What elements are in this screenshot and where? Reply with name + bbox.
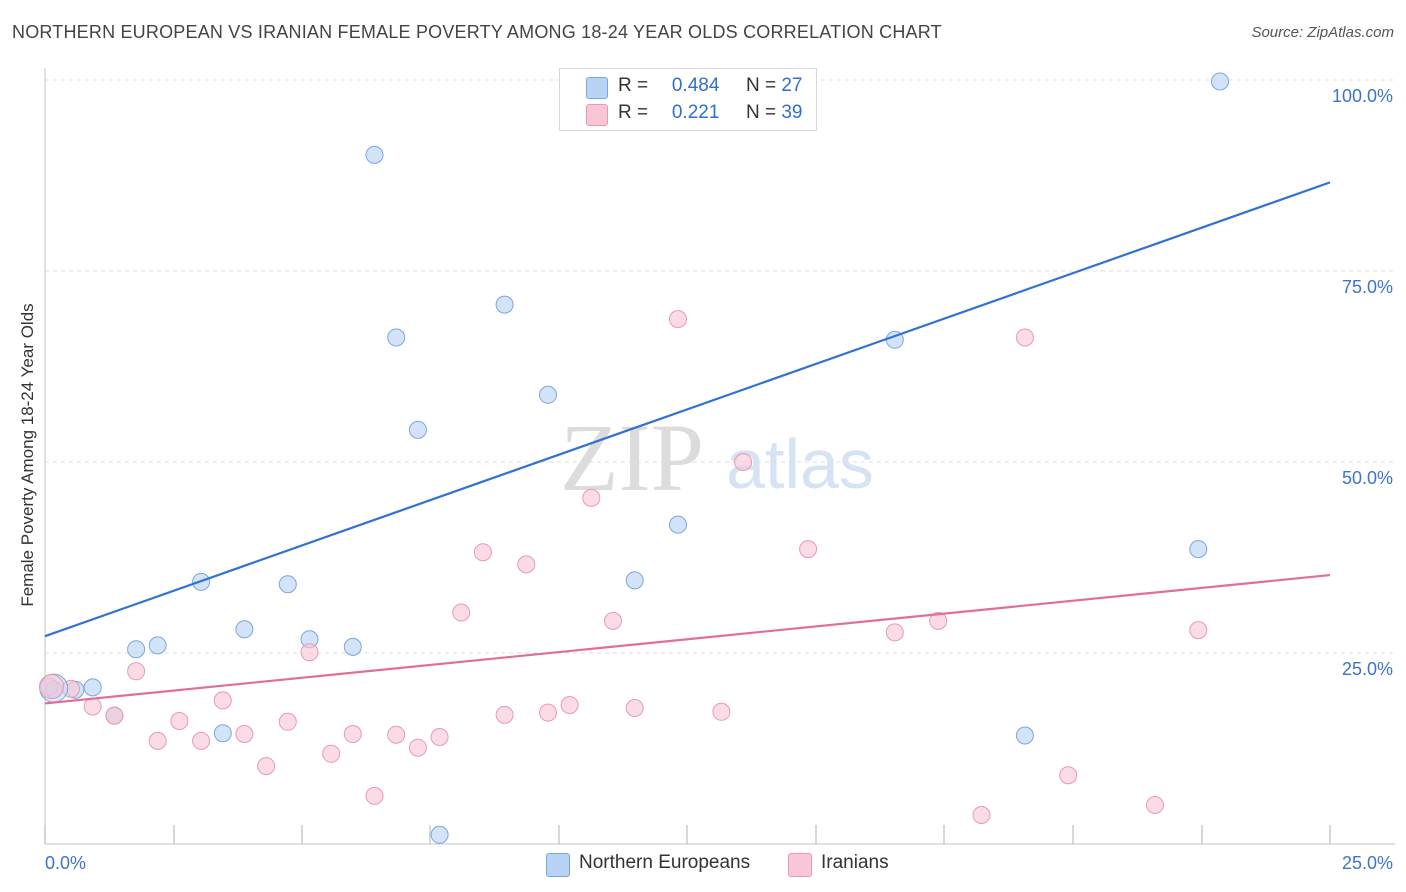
point-iranians (430, 728, 449, 746)
axes (44, 68, 1395, 845)
point-northern-europeans (669, 515, 687, 534)
point-iranians (929, 611, 948, 630)
point-northern-europeans (148, 636, 167, 655)
point-northern-europeans (539, 385, 557, 404)
point-iranians (517, 555, 536, 574)
legend-swatch-blue (586, 77, 608, 99)
trend-line-iranians (44, 573, 1331, 705)
correlation-legend: R = 0.484 N = 27 R = 0.221 N = 39 (559, 68, 817, 131)
point-iranians (712, 702, 731, 721)
data-points (39, 72, 1229, 844)
point-iranians (127, 662, 146, 681)
point-iranians (343, 725, 362, 743)
point-iranians (1189, 621, 1208, 640)
point-iranians (408, 738, 427, 757)
bottom-legend-swatch-pink (788, 853, 812, 877)
point-northern-europeans (1211, 72, 1229, 91)
point-northern-europeans (278, 575, 297, 594)
point-iranians (1015, 328, 1034, 347)
bottom-legend-swatch-blue (546, 853, 570, 877)
point-northern-europeans (213, 724, 232, 743)
point-northern-europeans (387, 328, 406, 347)
watermark: ZIP atlas (560, 404, 874, 511)
point-northern-europeans (1189, 540, 1208, 559)
watermark-zip: ZIP (560, 404, 704, 511)
trend-line-northern-europeans (44, 181, 1331, 638)
chart-title: NORTHERN EUROPEAN VS IRANIAN FEMALE POVE… (12, 22, 942, 42)
point-northern-europeans (430, 825, 449, 844)
point-iranians (105, 706, 124, 725)
x-tick-label: 0.0% (45, 853, 86, 873)
point-iranians (669, 310, 687, 329)
legend-n-value: 27 (781, 75, 803, 96)
point-iranians (300, 643, 319, 662)
point-iranians (278, 712, 297, 731)
legend-r-label: R = (618, 102, 649, 123)
point-northern-europeans (343, 637, 362, 656)
point-northern-europeans (127, 640, 146, 659)
point-iranians (539, 703, 557, 722)
point-iranians (885, 623, 904, 642)
point-iranians (257, 757, 276, 776)
point-northern-europeans (408, 420, 427, 439)
tick-labels: 25.0% 50.0% 75.0% 100.0% 0.0% 25.0% (45, 86, 1393, 873)
point-cluster (39, 674, 65, 700)
point-iranians (799, 540, 818, 559)
point-iranians (604, 611, 622, 630)
legend-r-value: 0.484 (671, 75, 720, 96)
point-northern-europeans (1015, 726, 1034, 745)
point-iranians (213, 691, 232, 710)
legend-n-label: N = (745, 102, 777, 123)
point-iranians (148, 731, 167, 750)
legend-n-value: 39 (781, 102, 803, 123)
legend-r-label: R = (618, 75, 649, 96)
point-iranians (192, 731, 211, 750)
point-iranians (734, 453, 753, 471)
legend-r-value: 0.221 (671, 102, 720, 123)
point-iranians (365, 786, 384, 805)
point-iranians (582, 488, 601, 507)
y-tick-label: 100.0% (1332, 86, 1393, 106)
point-iranians (387, 725, 406, 744)
point-northern-europeans (495, 295, 514, 314)
point-iranians (83, 697, 102, 716)
y-tick-label: 75.0% (1342, 277, 1393, 297)
grid (45, 79, 1395, 654)
legend-swatch-pink (586, 104, 608, 126)
bottom-legend-label: Northern Europeans (579, 852, 751, 873)
point-iranians (625, 699, 644, 717)
point-northern-europeans (625, 571, 644, 590)
point-iranians (452, 603, 471, 622)
y-tick-label: 50.0% (1342, 468, 1393, 488)
point-iranians (495, 705, 514, 724)
source-label: Source: ZipAtlas.com (1251, 24, 1394, 41)
bottom-legend-label: Iranians (821, 852, 889, 873)
point-northern-europeans (83, 678, 102, 697)
point-iranians (170, 712, 189, 730)
point-iranians (473, 543, 492, 562)
legend-n-label: N = (745, 75, 777, 96)
point-iranians (235, 725, 254, 743)
point-northern-europeans (235, 620, 254, 639)
point-iranians (1146, 796, 1164, 814)
y-tick-label: 25.0% (1342, 659, 1393, 679)
point-iranians (1059, 766, 1078, 785)
point-iranians (560, 696, 579, 714)
point-northern-europeans (365, 145, 384, 164)
x-tick-label: 25.0% (1342, 853, 1393, 873)
trend-lines (44, 181, 1331, 705)
point-iranians (972, 806, 991, 824)
point-iranians (322, 744, 341, 763)
